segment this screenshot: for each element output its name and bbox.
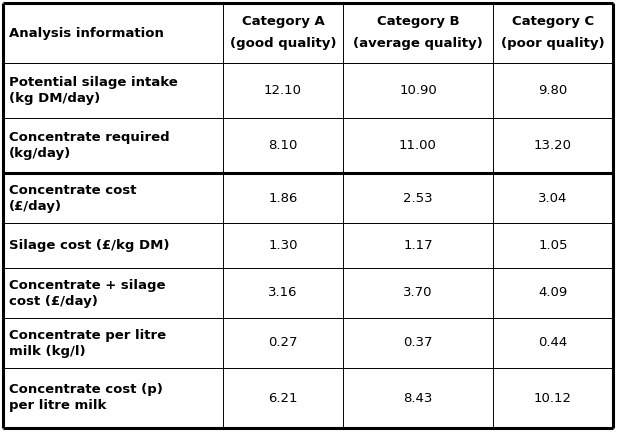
Text: 1.05: 1.05 [538,239,568,252]
Text: (poor quality): (poor quality) [501,37,605,51]
Text: 10.90: 10.90 [399,84,437,97]
Text: 0.44: 0.44 [538,337,568,350]
Text: 3.16: 3.16 [268,287,298,299]
Text: 0.27: 0.27 [268,337,298,350]
Text: Concentrate cost
(£/day): Concentrate cost (£/day) [9,183,136,213]
Text: Concentrate per litre
milk (kg/l): Concentrate per litre milk (kg/l) [9,329,166,358]
Text: 8.10: 8.10 [268,139,298,152]
Text: 3.04: 3.04 [538,191,568,205]
Text: Category B: Category B [377,15,459,27]
Text: 9.80: 9.80 [538,84,568,97]
Text: Concentrate + silage
cost (£/day): Concentrate + silage cost (£/day) [9,279,166,307]
Text: (average quality): (average quality) [353,37,483,51]
Text: 8.43: 8.43 [404,392,433,404]
Text: Category C: Category C [512,15,594,27]
Text: 4.09: 4.09 [538,287,568,299]
Text: Concentrate cost (p)
per litre milk: Concentrate cost (p) per litre milk [9,384,163,412]
Text: Silage cost (£/kg DM): Silage cost (£/kg DM) [9,239,169,252]
Text: Concentrate required
(kg/day): Concentrate required (kg/day) [9,131,170,160]
Text: 12.10: 12.10 [264,84,302,97]
Text: Potential silage intake
(kg DM/day): Potential silage intake (kg DM/day) [9,76,178,105]
Text: 1.17: 1.17 [403,239,433,252]
Text: 11.00: 11.00 [399,139,437,152]
Text: Category A: Category A [242,15,324,27]
Text: 6.21: 6.21 [268,392,298,404]
Text: Analysis information: Analysis information [9,27,164,39]
Text: 3.70: 3.70 [403,287,433,299]
Text: 1.30: 1.30 [268,239,298,252]
Text: 1.86: 1.86 [268,191,298,205]
Text: 13.20: 13.20 [534,139,572,152]
Text: 0.37: 0.37 [403,337,433,350]
Text: 2.53: 2.53 [403,191,433,205]
Text: (good quality): (good quality) [230,37,336,51]
Text: 10.12: 10.12 [534,392,572,404]
